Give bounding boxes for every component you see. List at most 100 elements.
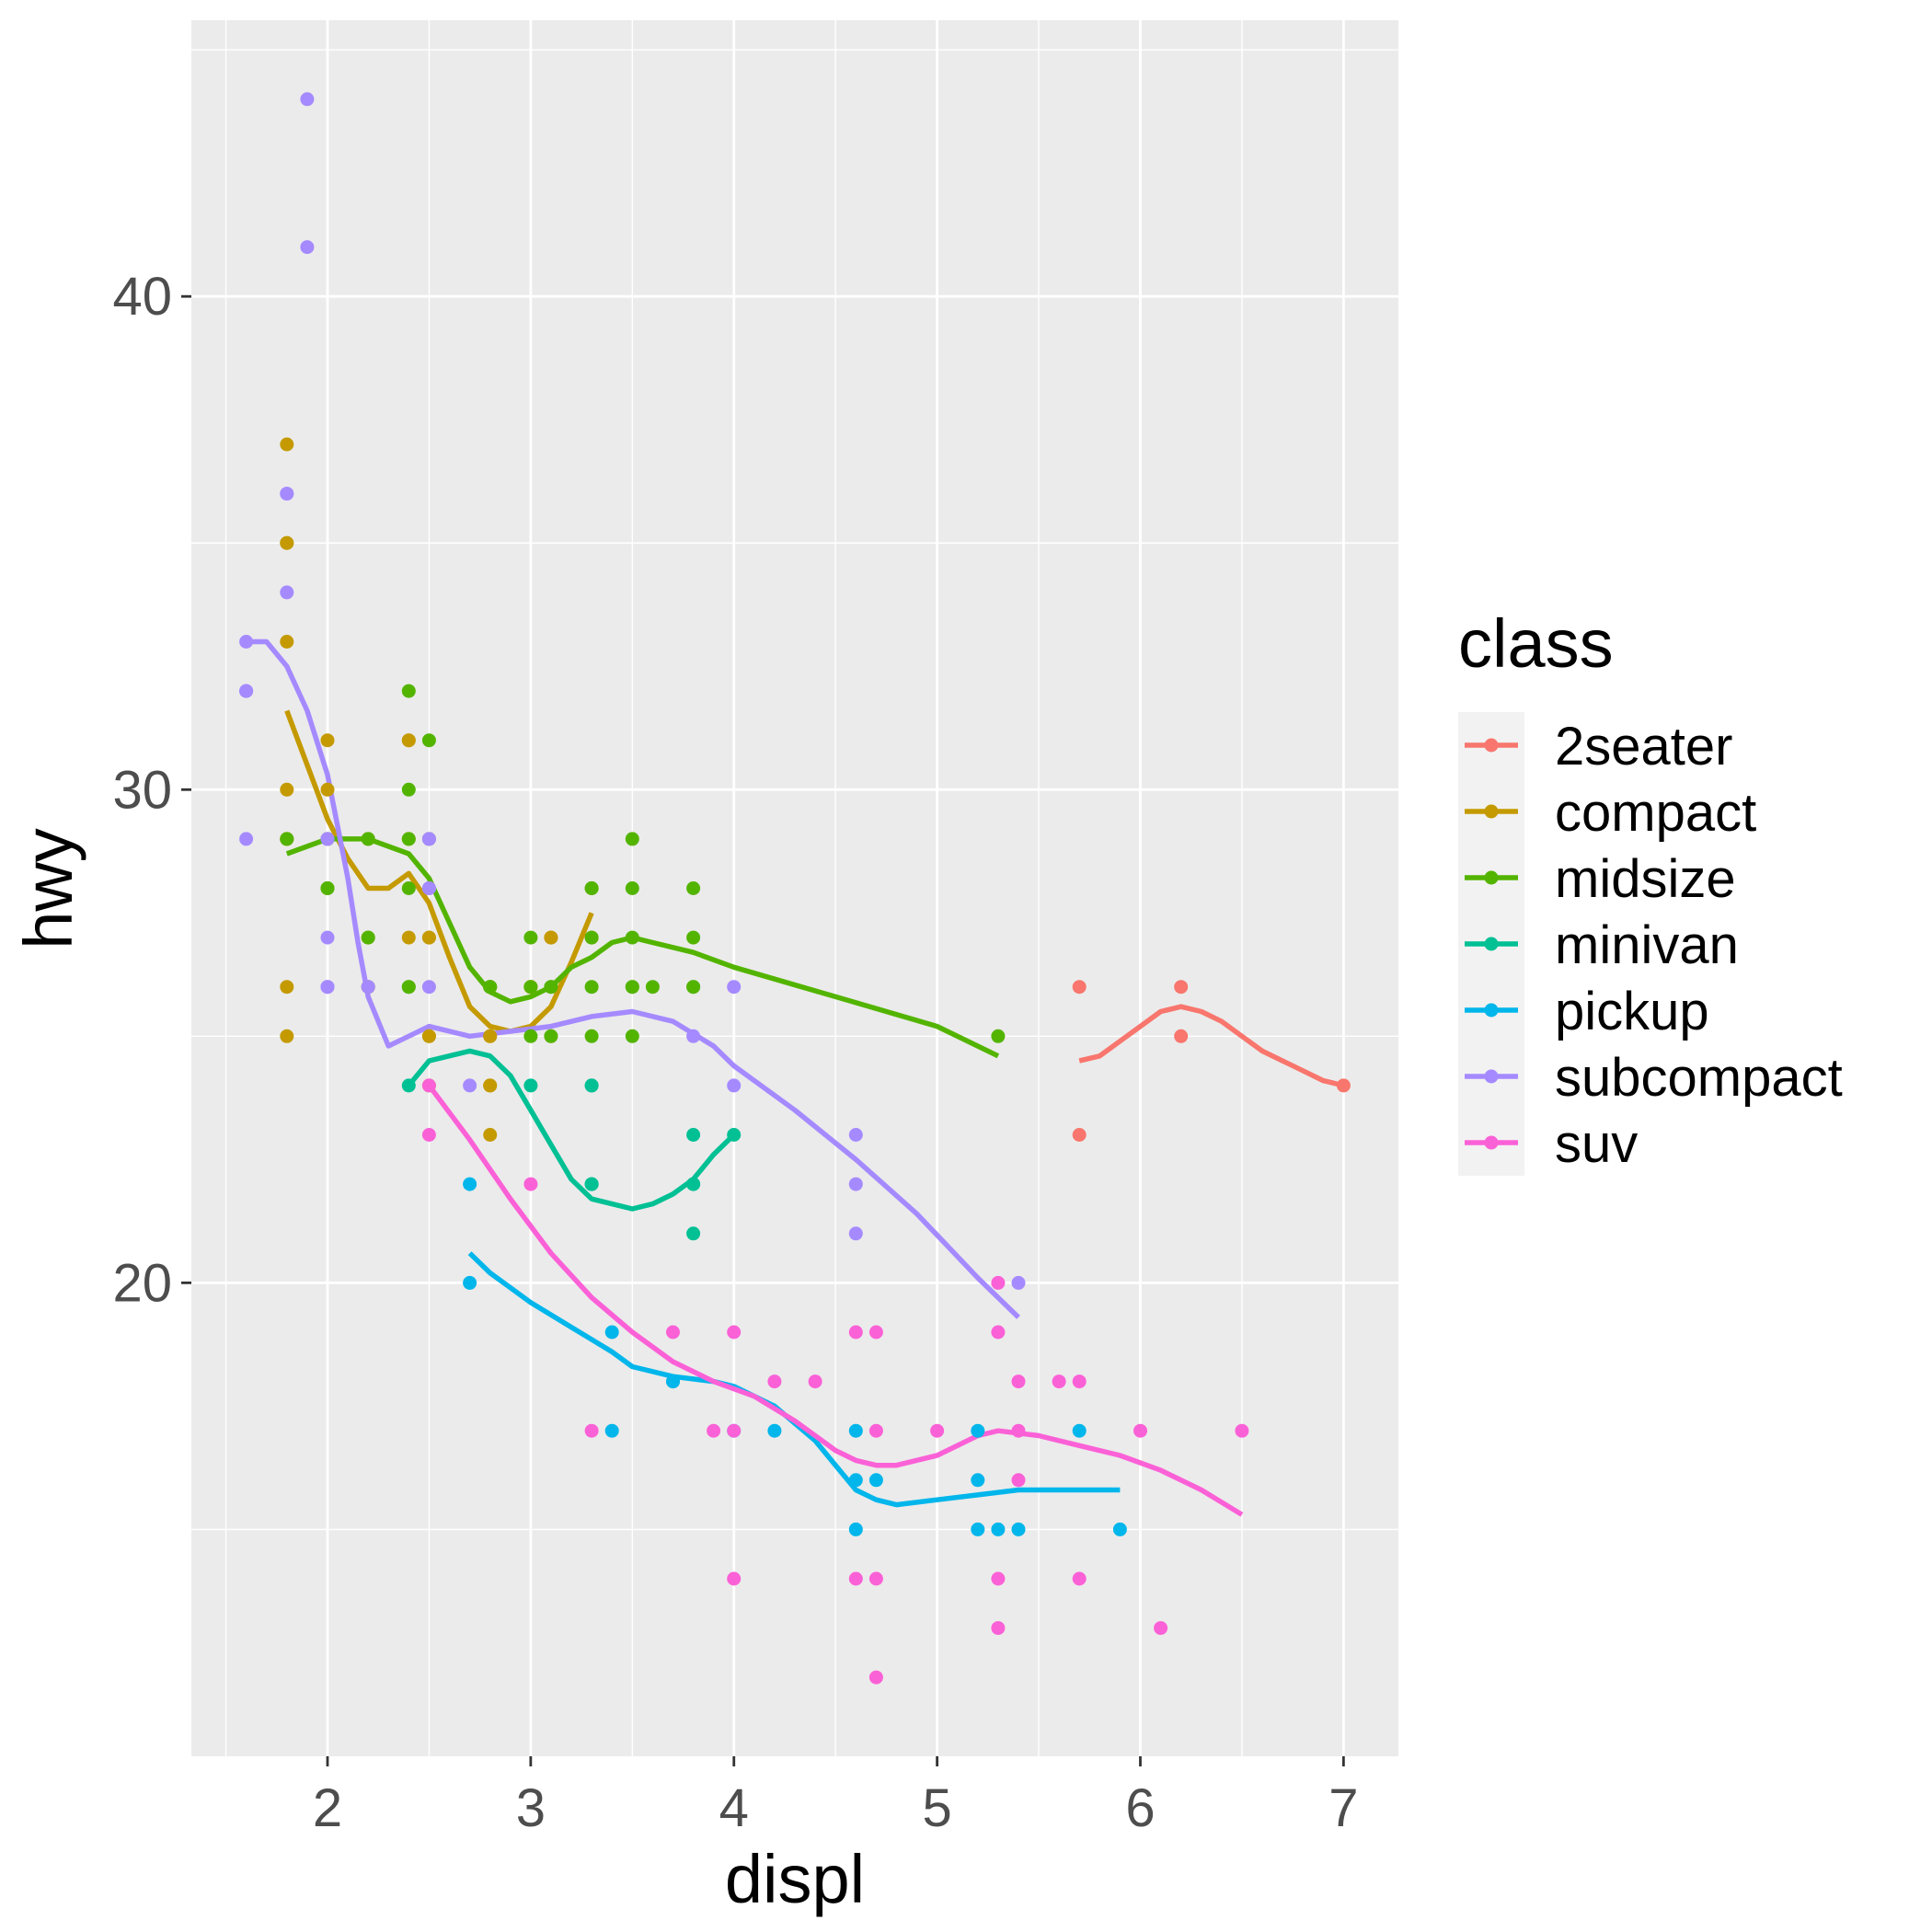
point-subcompact (727, 1078, 742, 1093)
point-suv (868, 1571, 883, 1586)
point-suv (1011, 1473, 1026, 1488)
point-minivan (584, 1177, 599, 1191)
point-compact (401, 733, 416, 748)
point-midsize (686, 980, 701, 995)
y-tick-label: 30 (112, 760, 172, 820)
point-pickup (848, 1473, 863, 1488)
legend-key-point-midsize (1484, 870, 1499, 885)
x-tick-label: 6 (1125, 1778, 1155, 1838)
legend-label-subcompact: subcompact (1555, 1048, 1843, 1108)
point-suv (868, 1325, 883, 1340)
point-subcompact (300, 240, 315, 255)
point-pickup (991, 1522, 1006, 1536)
point-suv (991, 1621, 1006, 1636)
smooth-line-2seater (1078, 1004, 1345, 1088)
legend-label-compact: compact (1555, 783, 1756, 843)
point-midsize (584, 930, 599, 945)
point-2seater (1072, 1128, 1087, 1142)
point-subcompact (280, 487, 294, 501)
point-pickup (463, 1177, 477, 1191)
point-subcompact (463, 1078, 477, 1093)
point-suv (808, 1374, 822, 1389)
point-compact (544, 930, 558, 945)
point-subcompact (320, 980, 335, 995)
point-subcompact (239, 684, 254, 698)
point-midsize (625, 832, 639, 846)
point-midsize (421, 733, 436, 748)
y-tick-label: 40 (112, 267, 172, 327)
point-suv (421, 1078, 436, 1093)
point-suv (523, 1177, 538, 1191)
point-compact (280, 980, 294, 995)
point-midsize (625, 1029, 639, 1043)
point-pickup (604, 1423, 619, 1438)
point-suv (1052, 1374, 1066, 1389)
legend-key-point-minivan (1484, 937, 1499, 951)
point-midsize (686, 881, 701, 895)
x-tick-label: 7 (1328, 1778, 1358, 1838)
point-suv (991, 1275, 1006, 1290)
point-midsize (280, 832, 294, 846)
point-suv (584, 1423, 599, 1438)
point-midsize (544, 980, 558, 995)
point-pickup (971, 1423, 985, 1438)
point-compact (483, 1029, 498, 1043)
point-subcompact (848, 1177, 863, 1191)
point-pickup (1072, 1423, 1087, 1438)
smooth-line-minivan (407, 1048, 736, 1212)
point-subcompact (280, 585, 294, 600)
point-pickup (971, 1522, 985, 1536)
point-suv (1011, 1423, 1026, 1438)
legend-key-point-2seater (1484, 738, 1499, 753)
point-suv (1133, 1423, 1147, 1438)
point-suv (930, 1423, 945, 1438)
point-suv (767, 1374, 782, 1389)
point-subcompact (320, 832, 335, 846)
point-compact (421, 1029, 436, 1043)
point-midsize (625, 930, 639, 945)
point-suv (868, 1670, 883, 1685)
legend-label-2seater: 2seater (1555, 717, 1732, 776)
point-midsize (361, 930, 375, 945)
point-midsize (645, 980, 660, 995)
point-compact (280, 535, 294, 550)
y-axis-title: hwy (10, 828, 86, 949)
point-compact (401, 930, 416, 945)
point-subcompact (727, 980, 742, 995)
point-subcompact (300, 92, 315, 107)
point-suv (1011, 1374, 1026, 1389)
legend-key-point-suv (1484, 1135, 1499, 1150)
point-pickup (666, 1374, 680, 1389)
point-subcompact (361, 980, 375, 995)
point-suv (727, 1571, 742, 1586)
point-midsize (625, 980, 639, 995)
point-minivan (686, 1226, 701, 1241)
legend-label-suv: suv (1555, 1114, 1638, 1174)
point-subcompact (848, 1226, 863, 1241)
point-compact (280, 437, 294, 452)
point-midsize (584, 881, 599, 895)
point-pickup (848, 1423, 863, 1438)
x-tick-label: 5 (922, 1778, 951, 1838)
x-axis-title: displ (725, 1841, 865, 1917)
point-midsize (584, 1029, 599, 1043)
point-subcompact (421, 881, 436, 895)
point-midsize (401, 782, 416, 797)
point-compact (483, 1128, 498, 1142)
point-midsize (686, 930, 701, 945)
point-compact (280, 1029, 294, 1043)
point-2seater (1072, 980, 1087, 995)
point-midsize (401, 684, 416, 698)
x-tick-label: 4 (719, 1778, 749, 1838)
x-tick-label: 3 (516, 1778, 546, 1838)
point-pickup (604, 1325, 619, 1340)
point-suv (1072, 1571, 1087, 1586)
point-pickup (767, 1423, 782, 1438)
point-compact (483, 1078, 498, 1093)
smooth-line-suv (427, 1084, 1244, 1517)
axis-ticks (181, 294, 1345, 1766)
x-tick-label: 2 (313, 1778, 342, 1838)
point-suv (991, 1571, 1006, 1586)
point-2seater (1174, 1029, 1189, 1043)
